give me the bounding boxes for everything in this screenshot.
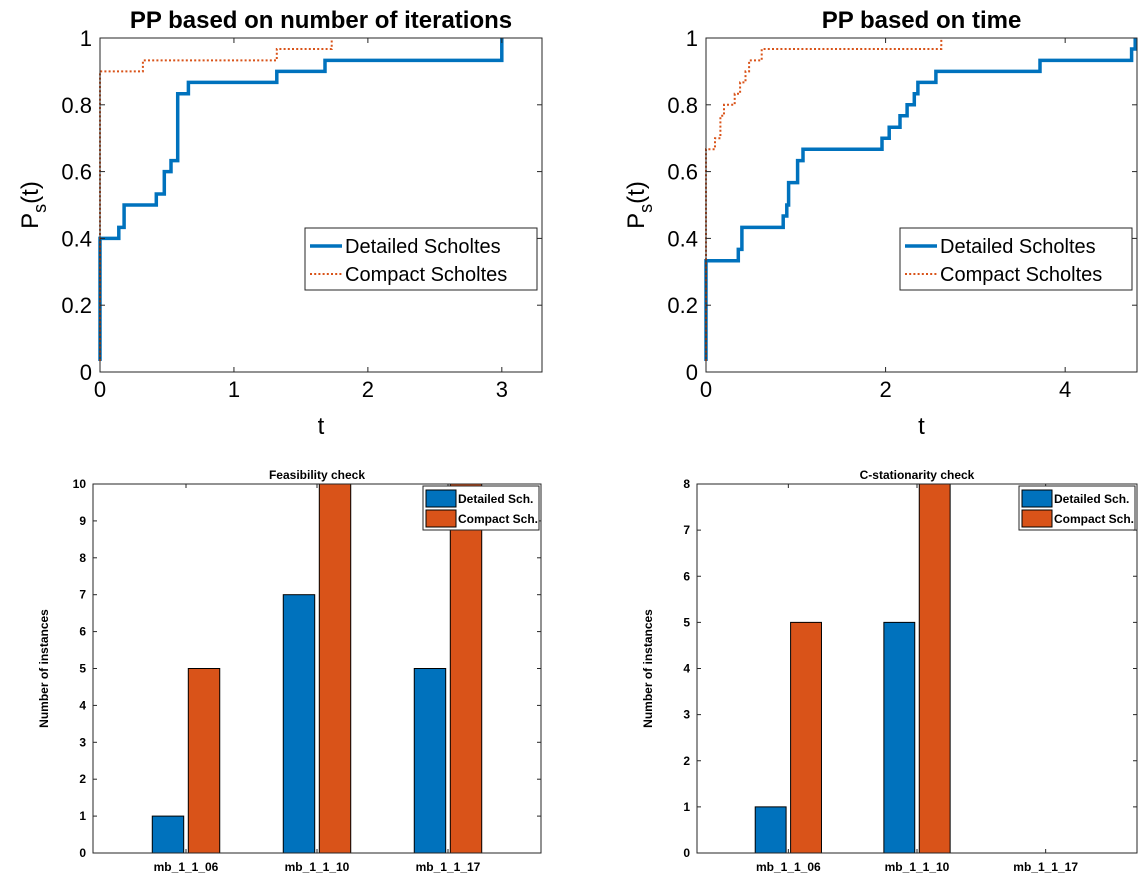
y-tick-label: 0.2	[61, 293, 92, 318]
y-axis-label-main: P	[17, 213, 44, 229]
legend-label: Compact Scholtes	[940, 264, 1102, 286]
series-line-detailed	[704, 38, 1137, 361]
y-tick-label: 0.6	[667, 160, 698, 185]
axes-box	[99, 37, 543, 373]
y-axis-label-tail: (t)	[17, 181, 44, 204]
y-axis-label: Number of instances	[37, 609, 51, 728]
y-tick-label: 10	[73, 477, 87, 491]
legend-label: Compact Sch.	[1054, 512, 1134, 526]
x-tick-label: mb_1_1_06	[756, 860, 821, 874]
y-tick-label: 4	[79, 698, 86, 712]
y-tick-label: 8	[79, 551, 86, 565]
bar-compact-mb_1_1_10	[318, 483, 352, 854]
legend-swatch	[425, 489, 457, 508]
y-tick-label: 6	[79, 625, 86, 639]
x-tick-label: mb_1_1_10	[885, 860, 950, 874]
y-tick-label: 9	[79, 514, 86, 528]
y-axis-label: Number of instances	[641, 609, 655, 728]
y-tick-label: 1	[686, 26, 698, 51]
y-tick-label: 2	[683, 754, 690, 768]
y-axis-label-sub: s	[636, 204, 656, 213]
legend-label: Detailed Scholtes	[940, 236, 1096, 258]
x-axis-label: t	[318, 413, 325, 440]
y-tick-label: 1	[80, 26, 92, 51]
bar-compact-mb_1_1_06	[790, 621, 822, 854]
y-tick-label: 0	[683, 846, 690, 860]
bar-detailed-mb_1_1_06	[151, 815, 185, 854]
y-tick-label: 0.8	[667, 93, 698, 118]
y-tick-label: 0.4	[61, 226, 92, 251]
y-tick-label: 0	[79, 846, 86, 860]
legend-label: Detailed Scholtes	[345, 236, 501, 258]
bar-compact-mb_1_1_10	[918, 483, 951, 854]
legend-swatch	[1021, 509, 1053, 528]
chart-c-stationarity-check: 0 1 2 3 4 5 6 7 8 mb_1_1_06 mb_1_1_10 mb_1_1_17 C-st…	[641, 468, 1138, 874]
chart-title: Feasibility check	[269, 468, 365, 482]
y-tick-label: 4	[683, 662, 690, 676]
y-tick-label: 0.8	[61, 93, 92, 118]
chart-feasibility-check: 0 1 2 3 4 5 6 7 8 9 10 mb_1_1_06 mb_1_1_10 mb_1_1_17 F…	[37, 468, 542, 874]
x-tick-label: mb_1_1_10	[285, 860, 350, 874]
legend-swatch	[1021, 489, 1053, 508]
y-tick-label: 5	[79, 662, 86, 676]
x-tick-label: mb_1_1_06	[154, 860, 219, 874]
bar-compact-mb_1_1_06	[187, 668, 221, 854]
x-tick-label: 0	[94, 377, 106, 402]
y-tick-label: 1	[683, 800, 690, 814]
legend-label: Compact Sch.	[458, 512, 538, 526]
y-tick-label: 5	[683, 615, 690, 629]
bar-compact-mb_1_1_17	[449, 483, 483, 854]
legend-label: Compact Scholtes	[345, 264, 507, 286]
y-tick-label: 6	[683, 569, 690, 583]
y-tick-label: 0.6	[61, 160, 92, 185]
chart-title: C-stationarity check	[860, 468, 975, 482]
series-line-compact	[705, 38, 943, 361]
y-tick-label: 8	[683, 477, 690, 491]
y-tick-label: 3	[683, 708, 690, 722]
legend-label: Detailed Sch.	[1054, 492, 1129, 506]
y-axis-label-main: P	[623, 213, 650, 229]
chart-pp-iterations: 0 1 2 3 0 0.2 0.4 0.6 0.8 1 PP based on number of …	[17, 7, 543, 440]
axes-box	[696, 483, 1138, 854]
y-axis-label: Ps(t)	[623, 181, 656, 229]
bar-detailed-mb_1_1_17	[413, 668, 447, 854]
x-tick-label: 3	[496, 377, 508, 402]
y-tick-label: 3	[79, 735, 86, 749]
y-tick-label: 0.2	[667, 293, 698, 318]
legend-box	[899, 227, 1133, 291]
bar-detailed-mb_1_1_10	[883, 621, 916, 854]
y-tick-label: 0	[686, 360, 698, 385]
x-tick-label: 4	[1059, 377, 1071, 402]
x-axis-label: t	[918, 413, 925, 440]
x-tick-label: 2	[362, 377, 374, 402]
chart-pp-time: 0 2 4 0 0.2 0.4 0.6 0.8 1 PP based on time t Ps(t) D…	[623, 7, 1138, 440]
bar-detailed-mb_1_1_06	[754, 806, 787, 854]
series-line-compact	[99, 38, 333, 361]
x-tick-label: 0	[700, 377, 712, 402]
axes-box	[705, 37, 1138, 373]
y-tick-label: 0.4	[667, 226, 698, 251]
y-axis-label: Ps(t)	[17, 181, 50, 229]
legend-label: Detailed Sch.	[458, 492, 533, 506]
chart-title: PP based on number of iterations	[130, 7, 512, 34]
x-tick-label: mb_1_1_17	[1013, 860, 1078, 874]
y-tick-label: 2	[79, 772, 86, 786]
bar-detailed-mb_1_1_10	[282, 594, 316, 854]
legend-box	[304, 227, 538, 291]
chart-title: PP based on time	[822, 7, 1022, 34]
series-line-detailed	[98, 38, 504, 361]
y-axis-label-tail: (t)	[623, 181, 650, 204]
y-tick-label: 7	[79, 588, 86, 602]
legend-swatch	[425, 509, 457, 528]
y-tick-label: 0	[80, 360, 92, 385]
x-tick-label: 1	[228, 377, 240, 402]
y-tick-label: 7	[683, 523, 690, 537]
x-tick-label: mb_1_1_17	[416, 860, 481, 874]
x-tick-label: 2	[879, 377, 891, 402]
y-axis-label-sub: s	[30, 204, 50, 213]
y-tick-label: 1	[79, 809, 86, 823]
